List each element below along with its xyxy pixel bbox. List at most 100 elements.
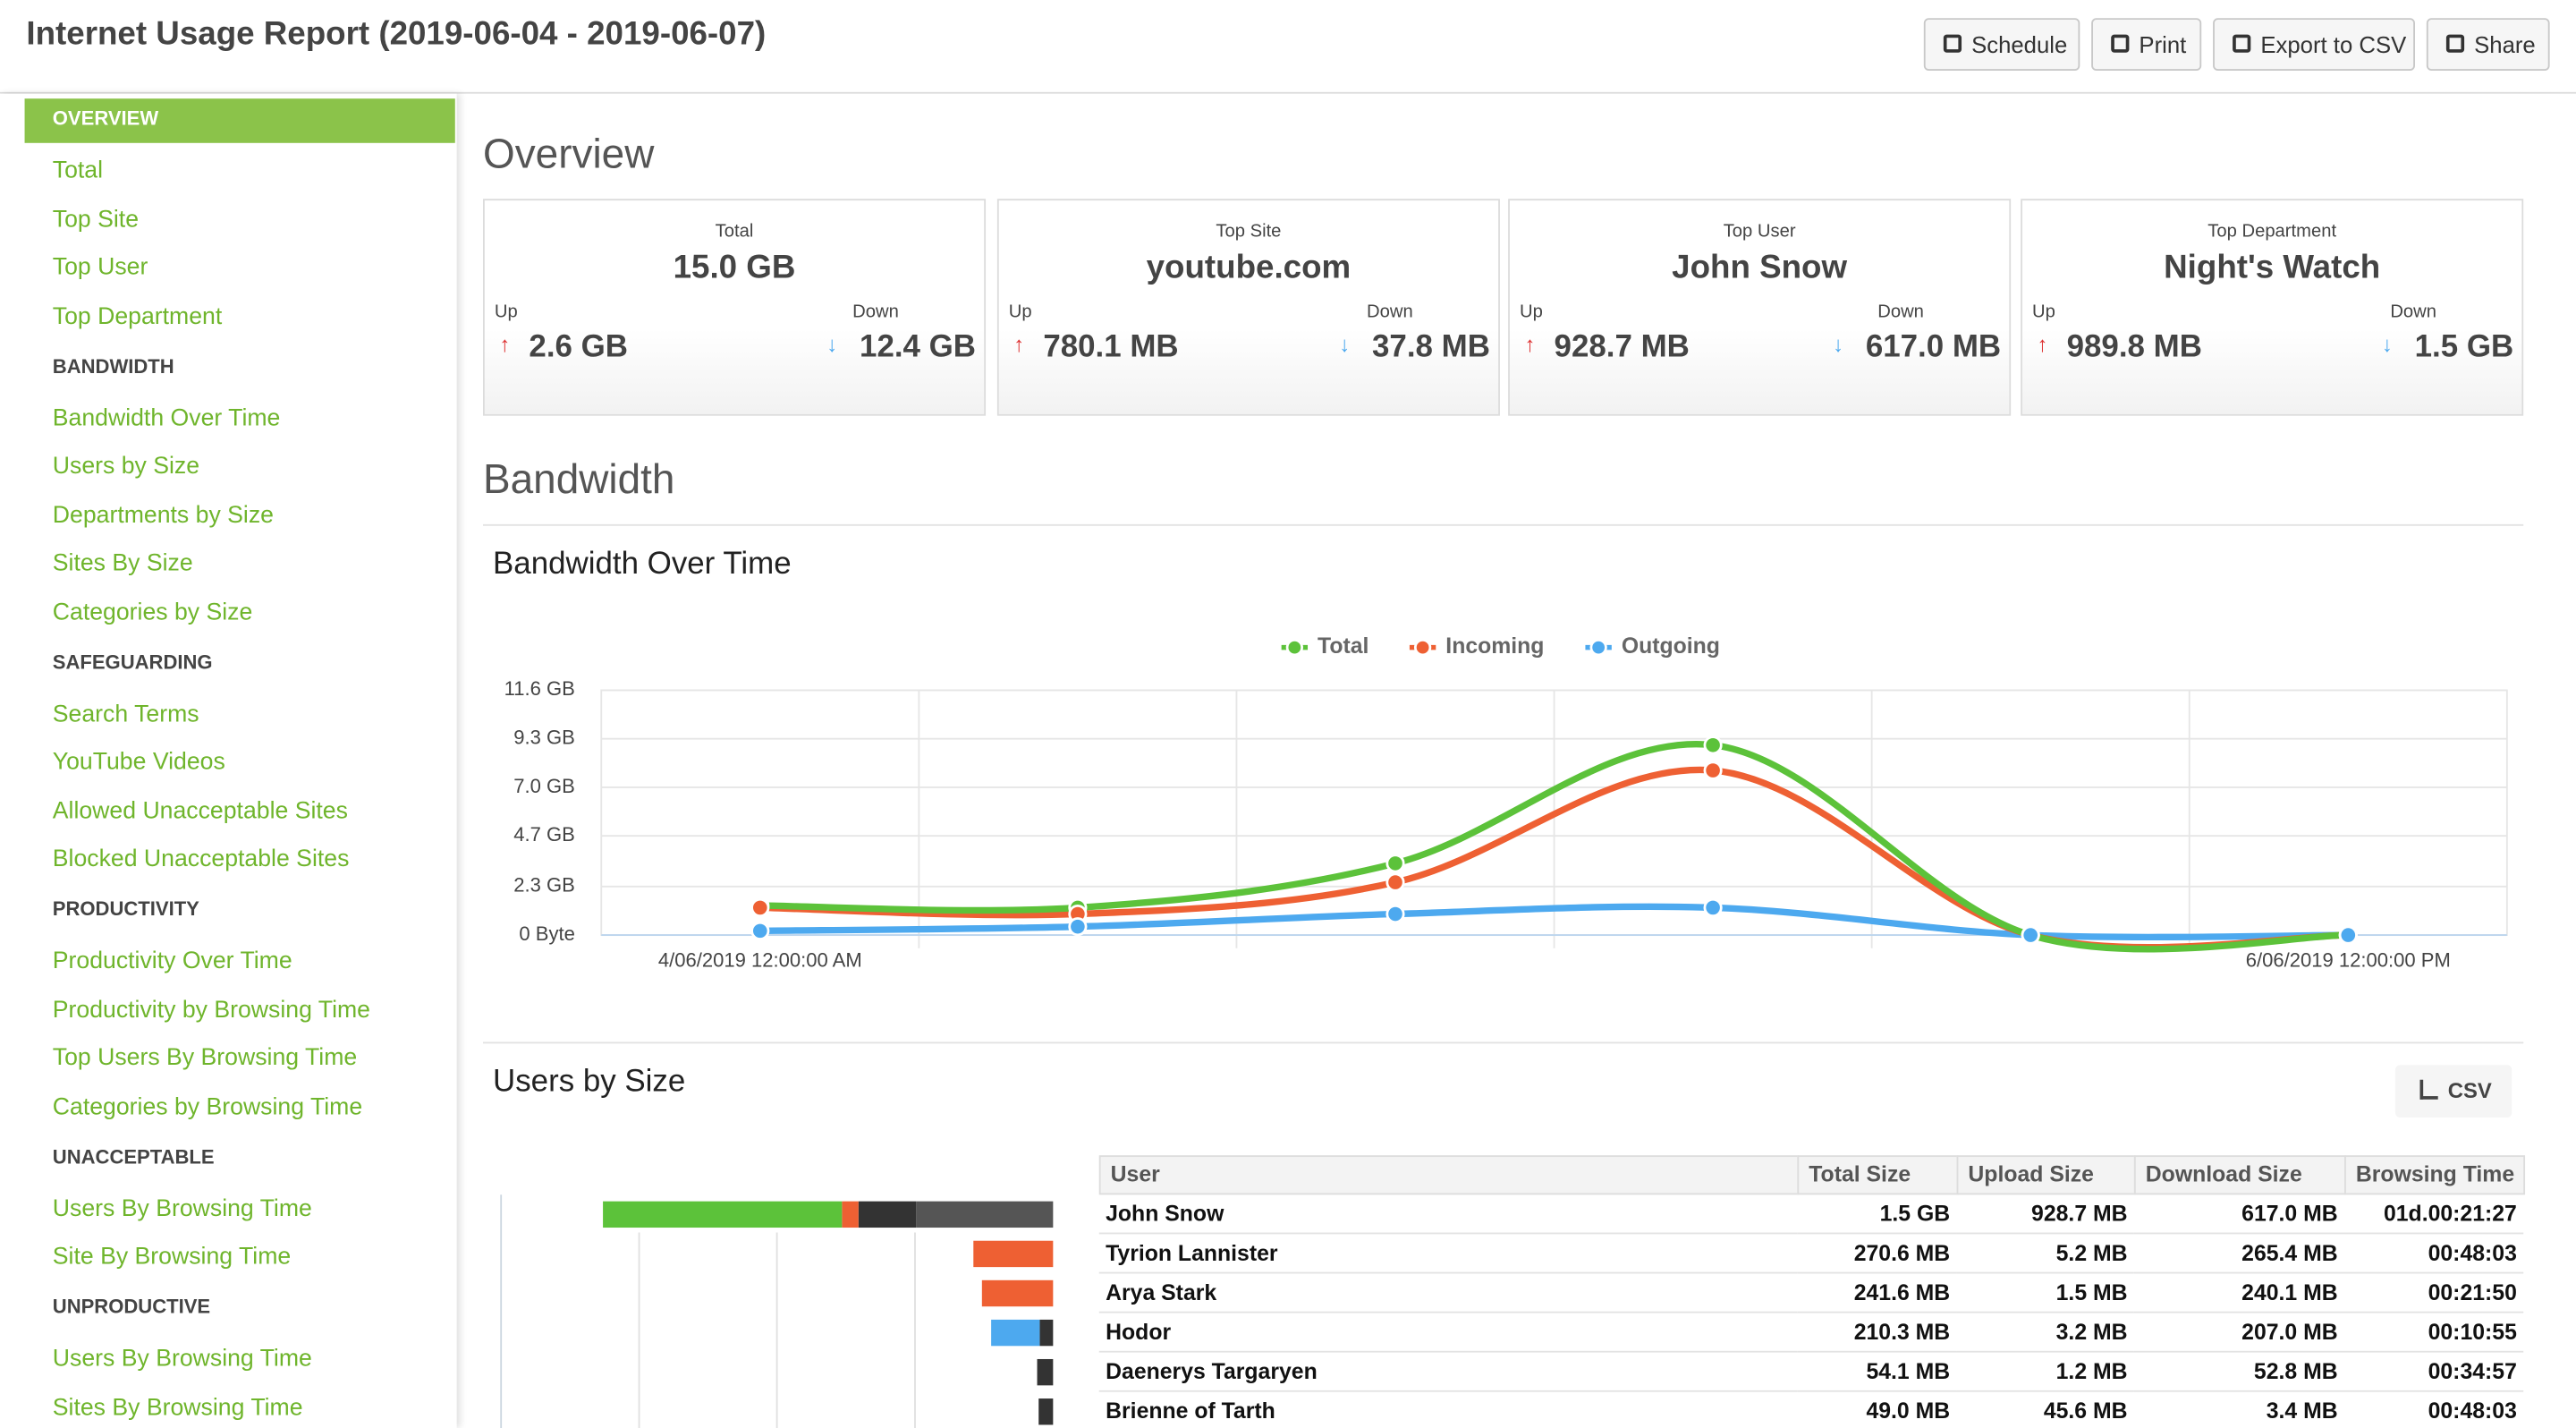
y-tick-label: 0 Byte	[519, 922, 574, 945]
legend-label: Total	[1318, 634, 1368, 659]
sidebar-link[interactable]: Total	[52, 157, 104, 184]
sidebar-link[interactable]: Users By Browsing Time	[52, 1195, 312, 1222]
bar-segment	[1038, 1398, 1054, 1425]
bar-segment	[603, 1201, 843, 1228]
series-line	[759, 741, 2349, 953]
chart-title: Users by Size	[493, 1065, 686, 1100]
header-button[interactable]: Export to CSV	[2213, 18, 2415, 71]
csv-button[interactable]: CSV	[2394, 1065, 2512, 1118]
up-label: Up	[2032, 302, 2055, 322]
card-value: 15.0 GB	[673, 250, 796, 286]
bar-segment	[981, 1279, 1054, 1307]
y-tick-label: 2.3 GB	[513, 874, 575, 897]
card-value: youtube.com	[1146, 250, 1352, 286]
sidebar-link[interactable]: Categories by Size	[52, 599, 253, 625]
sidebar-link[interactable]: Blocked Unacceptable Sites	[52, 846, 350, 873]
sidebar-link[interactable]: Sites By Size	[52, 550, 193, 577]
x-tick-label: 6/06/2019 12:00:00 PM	[2246, 948, 2451, 971]
down-value: 1.5 GB ↓	[2381, 330, 2514, 365]
down-label: Down	[2390, 302, 2436, 322]
table-cell: 1.5 GB	[1797, 1194, 1957, 1235]
y-tick-label: 11.6 GB	[504, 677, 575, 700]
sidebar-link[interactable]: Bandwidth Over Time	[52, 404, 281, 432]
up-arrow: ↑	[1524, 332, 1536, 357]
legend-swatch-dot	[1413, 639, 1432, 657]
sidebar-link[interactable]: Categories by Browsing Time	[52, 1093, 363, 1120]
sidebar-link[interactable]: Search Terms	[52, 701, 199, 727]
bar-segment	[991, 1319, 1040, 1347]
card-label: Top User	[1723, 221, 1796, 242]
sidebar-link[interactable]: YouTube Videos	[52, 749, 225, 776]
down-label: Down	[852, 302, 899, 322]
sidebar-link[interactable]: Top Users By Browsing Time	[52, 1045, 358, 1072]
sidebar-link[interactable]: Departments by Size	[52, 502, 274, 529]
sidebar-link[interactable]: Productivity Over Time	[52, 948, 292, 975]
down-label: Down	[1877, 302, 1924, 322]
stat-card	[1508, 199, 2012, 416]
table-cell: 265.4 MB	[2133, 1234, 2345, 1274]
table-cell: 3.4 MB	[2134, 1392, 2344, 1428]
legend-swatch-dot	[1589, 639, 1607, 657]
table-cell: 00:10:55	[2344, 1313, 2524, 1353]
sidebar-link[interactable]: Top Site	[52, 206, 140, 233]
table-header-cell: Browsing Time	[2344, 1155, 2526, 1195]
up-label: Up	[1008, 302, 1032, 322]
series-point	[2338, 925, 2358, 945]
sidebar-heading: PRODUCTIVITY	[52, 897, 199, 921]
x-tick-label: 4/06/2019 12:00:00 AM	[658, 948, 862, 971]
y-tick-label: 4.7 GB	[513, 823, 575, 846]
table-cell: Arya Stark	[1098, 1273, 1798, 1313]
section-title: Bandwidth	[482, 456, 675, 504]
series-point	[750, 921, 770, 940]
table-cell: John Snow	[1098, 1194, 1798, 1235]
header-button[interactable]: Schedule	[1923, 18, 2080, 71]
sidebar-link[interactable]: Sites By Browsing Time	[52, 1394, 303, 1421]
table-cell: 270.6 MB	[1797, 1234, 1957, 1274]
table-cell: 01d.00:21:27	[2344, 1194, 2524, 1235]
stat-card	[996, 199, 1500, 416]
up-arrow: ↑	[1013, 332, 1025, 357]
card-value: John Snow	[1672, 250, 1848, 286]
header-button[interactable]: Share	[2426, 18, 2550, 71]
sidebar-active-bg	[24, 98, 455, 143]
sidebar-link[interactable]: Users By Browsing Time	[52, 1346, 312, 1373]
sidebar-link[interactable]: Top User	[52, 254, 148, 282]
card-label: Top Site	[1216, 221, 1282, 242]
sidebar-heading[interactable]: OVERVIEW	[52, 106, 159, 131]
table-header-cell: User	[1098, 1155, 1800, 1195]
table-cell: 1.5 MB	[1956, 1273, 2134, 1313]
legend-label: Incoming	[1445, 634, 1544, 659]
down-arrow: ↓	[826, 332, 838, 357]
up-arrow: ↑	[499, 332, 511, 357]
table-cell: Brienne of Tarth	[1099, 1392, 1798, 1428]
bar-segment	[842, 1201, 859, 1228]
table-cell: 1.2 MB	[1956, 1353, 2134, 1392]
header-button[interactable]: Print	[2091, 18, 2202, 71]
card-label: Top Department	[2207, 221, 2337, 242]
sidebar-link[interactable]: Top Department	[52, 302, 223, 330]
table-cell: 45.6 MB	[1957, 1392, 2134, 1428]
chart-title: Bandwidth Over Time	[493, 547, 792, 582]
sidebar-heading: UNACCEPTABLE	[52, 1144, 215, 1168]
down-label: Down	[1367, 302, 1413, 322]
up-arrow: ↑	[2037, 332, 2048, 357]
table-cell: Daenerys Targaryen	[1098, 1353, 1798, 1392]
sidebar-link[interactable]: Productivity by Browsing Time	[52, 996, 371, 1024]
legend-item: Incoming	[1409, 634, 1544, 659]
table-cell: 617.0 MB	[2133, 1194, 2345, 1235]
table-cell: 00:34:57	[2344, 1353, 2524, 1392]
series-point	[1703, 761, 1723, 780]
sidebar-link[interactable]: Users by Size	[52, 453, 200, 480]
down-arrow: ↓	[2381, 332, 2393, 357]
up-value: 780.1 MB	[1043, 330, 1179, 365]
table-cell: 210.3 MB	[1797, 1313, 1957, 1353]
sidebar-link[interactable]: Allowed Unacceptable Sites	[52, 797, 348, 825]
up-value: 2.6 GB	[529, 330, 629, 365]
sidebar-link[interactable]: Site By Browsing Time	[52, 1244, 292, 1271]
down-value: 12.4 GB ↓	[826, 330, 977, 365]
sidebar-heading: UNPRODUCTIVE	[52, 1295, 211, 1319]
section-title: Overview	[482, 131, 655, 178]
up-label: Up	[1519, 302, 1543, 322]
